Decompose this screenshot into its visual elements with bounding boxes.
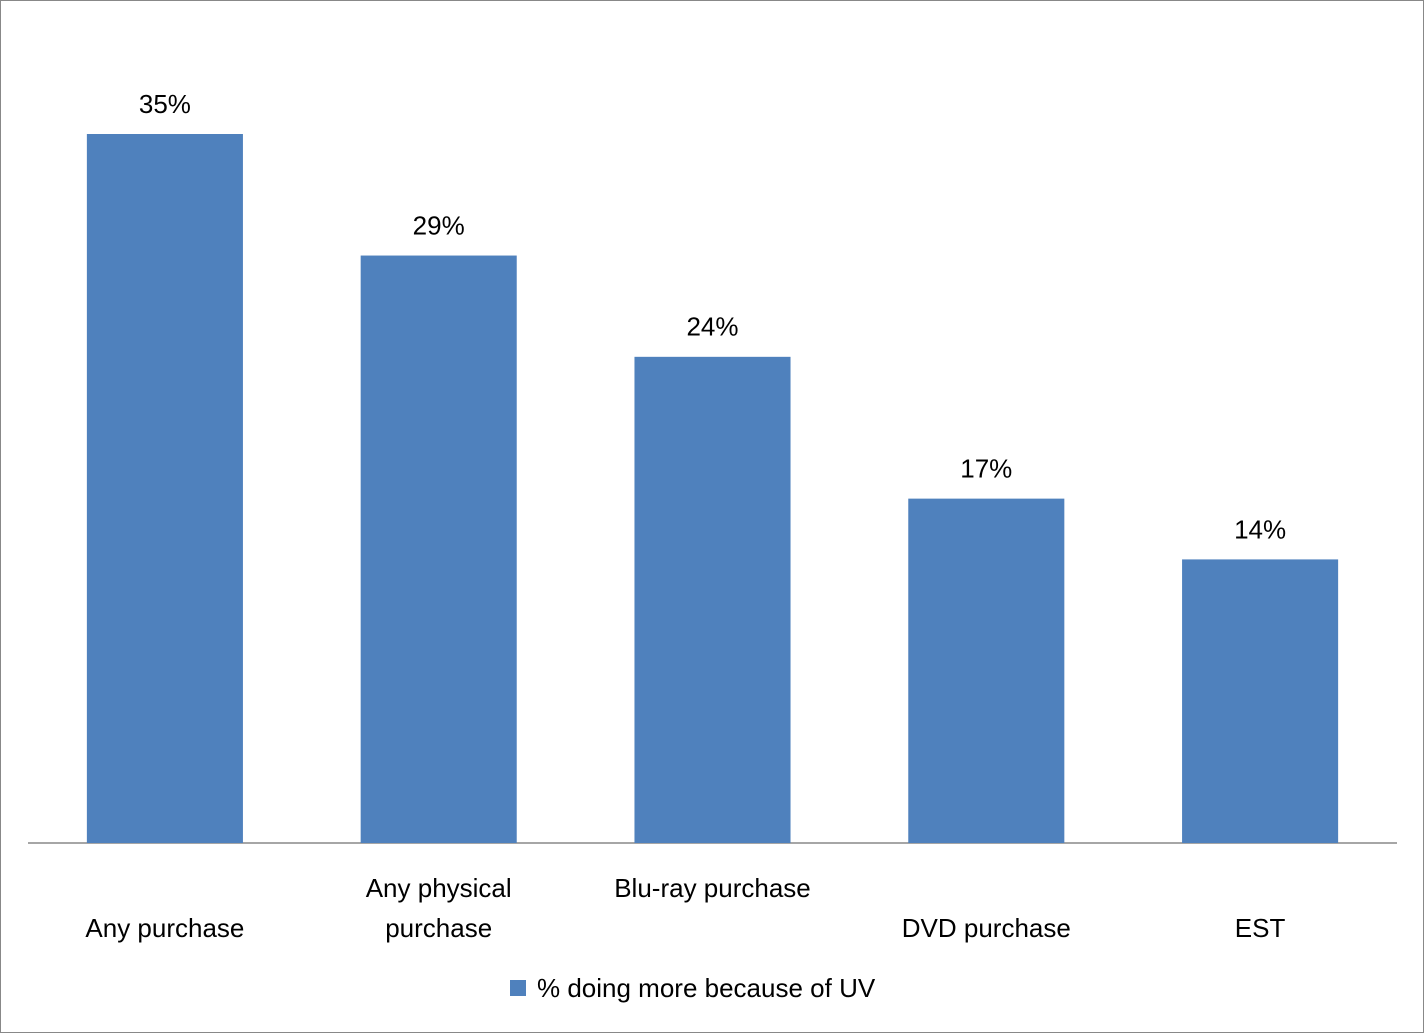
legend-label: % doing more because of UV <box>537 973 876 1003</box>
data-label: 24% <box>686 312 738 342</box>
bar <box>1182 559 1339 843</box>
x-tick-label: Blu-ray purchase <box>614 873 811 903</box>
x-tick-label: Any purchase <box>85 913 245 943</box>
data-label: 35% <box>139 89 191 119</box>
x-tick-label: EST <box>1234 913 1286 943</box>
bar <box>360 255 517 844</box>
bar <box>634 356 791 843</box>
x-tick-label: Any physical purchase <box>365 873 512 943</box>
bar <box>908 498 1065 843</box>
bar <box>86 134 243 843</box>
data-label: 29% <box>413 210 465 240</box>
x-tick-label: DVD purchase <box>901 913 1071 943</box>
legend-swatch <box>510 980 526 996</box>
data-label: 14% <box>1234 514 1286 544</box>
data-label: 17% <box>960 454 1012 484</box>
